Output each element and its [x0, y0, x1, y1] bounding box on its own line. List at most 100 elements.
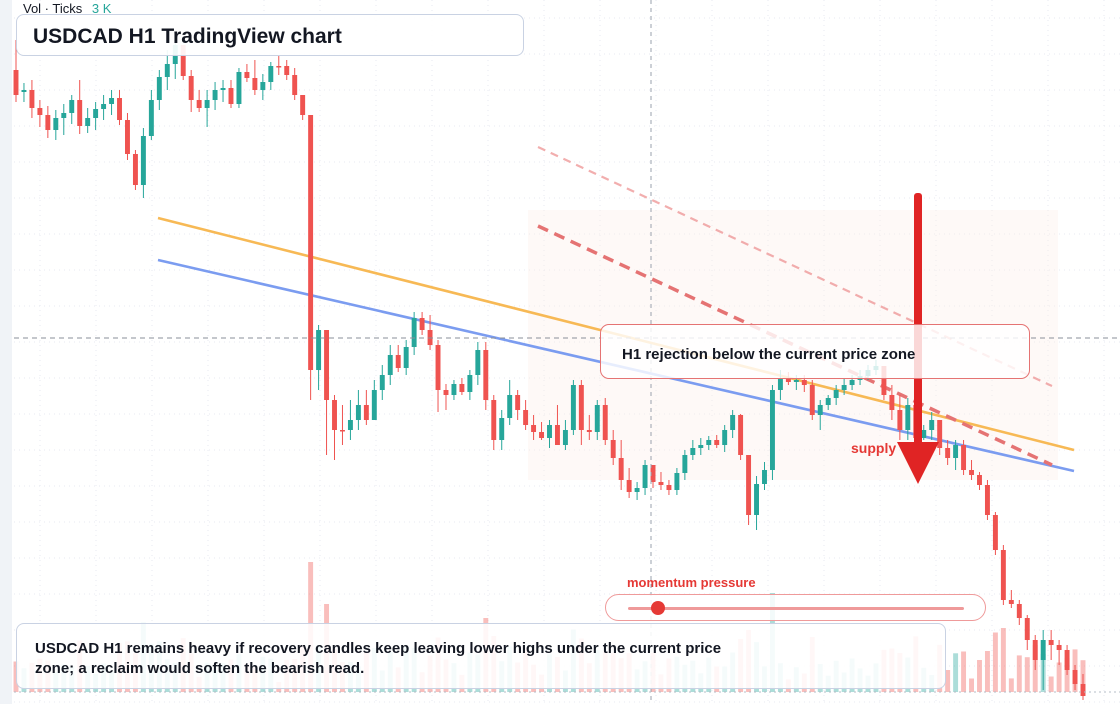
left-price-scale-edge: [0, 0, 12, 704]
candle-body: [626, 480, 632, 492]
candle-body: [793, 380, 799, 382]
candle-body: [531, 425, 537, 432]
volume-bar: [977, 660, 982, 692]
candle-body: [905, 405, 911, 430]
candle-body: [467, 375, 473, 392]
candle-body: [897, 410, 903, 430]
candle-body: [85, 118, 91, 126]
candle-body: [387, 355, 393, 375]
candle-body: [769, 390, 775, 470]
candle-body: [1064, 650, 1070, 670]
candle-body: [109, 98, 115, 104]
candle-body: [1072, 670, 1078, 684]
candle-body: [148, 100, 154, 136]
candle-body: [825, 398, 831, 405]
candle-body: [53, 118, 59, 130]
candle-body: [682, 455, 688, 473]
candle-body: [921, 430, 927, 438]
trendline: [537, 224, 1053, 467]
candle-body: [292, 75, 298, 95]
candle-body: [570, 385, 576, 430]
candle-body: [515, 395, 521, 410]
candle-body: [228, 88, 234, 104]
candle-body: [308, 115, 314, 370]
candle-body: [658, 482, 664, 485]
supply-zone-label: supply: [851, 440, 897, 456]
candle-body: [140, 136, 146, 185]
candle-body: [1016, 604, 1022, 618]
candle-body: [435, 345, 441, 390]
candle-body: [642, 465, 648, 488]
candle-body: [156, 77, 162, 100]
candle-body: [403, 347, 409, 368]
momentum-label: momentum pressure: [627, 575, 756, 590]
candle-body: [252, 78, 258, 90]
momentum-gauge[interactable]: [605, 594, 986, 621]
volume-bar: [1008, 678, 1014, 692]
volume-bar: [1056, 662, 1062, 692]
candle-body: [45, 115, 51, 130]
candle-body: [762, 470, 767, 484]
candle-body: [578, 385, 584, 430]
candle-body: [809, 385, 815, 415]
candle-body: [1056, 645, 1062, 650]
candle-body: [738, 415, 744, 455]
candle-body: [849, 380, 855, 385]
candle-body: [212, 90, 218, 100]
candle-body: [953, 445, 959, 458]
candle-body: [1024, 618, 1030, 640]
candle-body: [324, 330, 330, 400]
candle-body: [132, 154, 138, 185]
volume-bar: [1048, 676, 1054, 692]
candle-body: [355, 405, 361, 420]
candle-body: [945, 448, 951, 458]
candle-body: [188, 76, 194, 100]
candle-body: [69, 100, 75, 113]
volume-bar: [1024, 657, 1030, 692]
volume-bar: [945, 670, 951, 692]
momentum-knob[interactable]: [650, 601, 665, 615]
candle-body: [801, 380, 807, 385]
candle-body: [1080, 684, 1086, 696]
trendline: [537, 146, 1053, 387]
candle-body: [93, 109, 99, 118]
candle-body: [730, 415, 736, 430]
volume-bar: [969, 678, 974, 692]
candle-body: [754, 484, 759, 515]
candle-body: [650, 465, 656, 482]
candle-body: [1000, 550, 1006, 600]
candle-body: [475, 350, 481, 375]
candle-body: [411, 318, 417, 347]
candle-body: [634, 488, 640, 492]
candle-body: [61, 113, 67, 118]
candle-body: [937, 420, 943, 448]
candle-body: [547, 425, 552, 438]
candle-body: [706, 440, 712, 445]
volume-bar: [953, 653, 959, 692]
candle-body: [889, 395, 895, 410]
candle-body: [125, 120, 130, 154]
candle-body: [1008, 600, 1014, 604]
candle-body: [371, 390, 377, 420]
candle-body: [236, 72, 242, 104]
volume-bar: [1000, 628, 1006, 692]
candle-body: [961, 445, 967, 470]
candle-body: [666, 485, 672, 490]
candle-body: [395, 355, 401, 368]
candle-body: [340, 430, 345, 432]
candle-body: [984, 485, 990, 515]
candle-body: [722, 430, 728, 445]
rejection-arrow-icon: [897, 193, 939, 484]
candle-body: [602, 405, 608, 440]
candle-body: [594, 405, 600, 432]
candle-body: [1040, 640, 1046, 660]
chart-title: USDCAD H1 TradingView chart: [33, 25, 342, 48]
candle-body: [610, 440, 616, 458]
candle-body: [714, 440, 720, 445]
candle-body: [674, 473, 680, 490]
candle-body: [507, 395, 513, 418]
candle-body: [523, 410, 529, 425]
candle-body: [969, 470, 974, 475]
candle-body: [690, 448, 696, 455]
candle-body: [491, 400, 497, 440]
